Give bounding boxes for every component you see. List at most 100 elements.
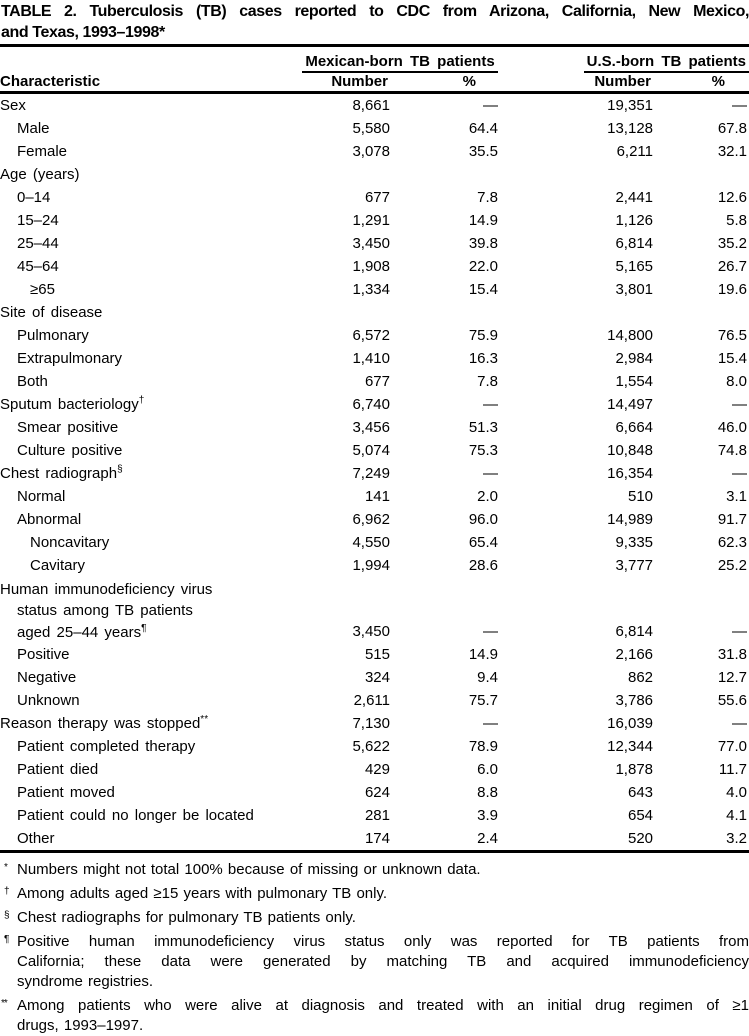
footnote-line: Positive human immunodeficiency virus st… xyxy=(17,933,749,950)
table-row: Both 677 7.8 1,554 8.0 xyxy=(0,370,749,393)
mexican-percent-cell: — xyxy=(483,623,499,640)
mexican-percent-cell: 14.9 xyxy=(468,211,499,229)
mexican-number-cell: 1,410 xyxy=(352,349,390,367)
us-number-cell: 1,878 xyxy=(615,761,654,778)
row-label: Age (years) xyxy=(0,165,80,183)
mexican-number-cell: 6,572 xyxy=(352,326,390,344)
mexican-number-cell: 141 xyxy=(364,487,390,505)
footnote: † Among adults aged ≥15 years with pulmo… xyxy=(1,884,749,904)
table-row: Male 5,580 64.4 13,128 67.8 xyxy=(0,117,749,140)
row-label: Chest radiograph§ xyxy=(0,463,123,482)
us-number-cell: 643 xyxy=(627,784,654,801)
mexican-percent-cell: 75.7 xyxy=(468,692,499,709)
row-label: Patient completed therapy xyxy=(17,738,196,755)
table-row: Smear positive 3,456 51.3 6,664 46.0 xyxy=(0,416,749,439)
mexican-number-cell xyxy=(300,301,390,324)
mexican-number-cell: 677 xyxy=(364,188,390,206)
mexican-number-cell: 2,611 xyxy=(353,692,390,709)
mexican-percent-cell: 6.0 xyxy=(477,761,499,778)
us-number-cell: 9,335 xyxy=(615,533,654,551)
us-percent-cell: 67.8 xyxy=(717,119,748,137)
mexican-number-cell: 4,550 xyxy=(352,533,390,551)
mexican-percent-cell xyxy=(390,163,500,186)
us-number-cell: 16,354 xyxy=(607,464,654,482)
mexican-number-cell: 324 xyxy=(364,669,390,686)
mexican-number-cell: 7,249 xyxy=(352,464,390,482)
footnote-text: Positive human immunodeficiency virus st… xyxy=(17,932,749,992)
row-label: 15–24 xyxy=(17,211,59,229)
us-number-cell: 3,801 xyxy=(615,280,654,298)
characteristic-column-header: Characteristic xyxy=(0,72,101,90)
row-label: ≥65 xyxy=(30,280,55,298)
mexican-percent-cell: 22.0 xyxy=(468,257,499,275)
footnote-text: Among patients who were alive at diagnos… xyxy=(17,996,749,1036)
us-born-group-header: U.S.-born TB patients xyxy=(500,46,749,73)
footnote-text: Among adults aged ≥15 years with pulmona… xyxy=(17,884,749,904)
us-number-cell: 14,989 xyxy=(607,510,654,528)
row-label: Patient moved xyxy=(17,784,115,801)
table-row: Human immunodeficiency virus status among… xyxy=(0,577,749,644)
table-row: Patient completed therapy 5,622 78.9 12,… xyxy=(0,735,749,758)
mexican-number-cell: 429 xyxy=(364,761,390,778)
us-number-cell: 6,664 xyxy=(615,418,654,436)
us-number-cell: 6,814 xyxy=(615,234,654,252)
footnote-text: Chest radiographs for pulmonary TB patie… xyxy=(17,908,749,928)
table-row: ≥65 1,334 15.4 3,801 19.6 xyxy=(0,278,749,301)
us-percent-cell: 62.3 xyxy=(717,533,748,551)
row-label: Cavitary xyxy=(30,556,86,574)
footnote-line: California; these data were generated by… xyxy=(17,953,749,970)
row-label: Abnormal xyxy=(17,510,82,528)
mexican-number-cell: 8,661 xyxy=(352,96,390,114)
us-percent-cell: 91.7 xyxy=(717,510,748,528)
mexican-percent-cell: 9.4 xyxy=(477,669,499,686)
row-label: Normal xyxy=(17,487,66,505)
mexican-percent-cell: 3.9 xyxy=(477,807,499,824)
row-label: Extrapulmonary xyxy=(17,349,123,367)
table-row: Positive 515 14.9 2,166 31.8 xyxy=(0,643,749,666)
mexican-percent-cell: 51.3 xyxy=(468,418,499,436)
mexican-percent-cell: 65.4 xyxy=(468,533,499,551)
footnote: § Chest radiographs for pulmonary TB pat… xyxy=(1,908,749,928)
mexican-percent-cell xyxy=(390,301,500,324)
empty-header-cell xyxy=(0,46,300,73)
row-label: 25–44 xyxy=(17,234,59,252)
footnote: ** Among patients who were alive at diag… xyxy=(1,996,749,1036)
mexican-percent-cell: — xyxy=(483,715,499,732)
us-number-cell: 2,166 xyxy=(615,646,654,663)
table-row: Sex 8,661 — 19,351 — xyxy=(0,92,749,117)
table-row: Patient died 429 6.0 1,878 11.7 xyxy=(0,758,749,781)
us-percent-cell: 4.1 xyxy=(726,807,748,824)
row-label: Pulmonary xyxy=(17,326,89,344)
row-label: 45–64 xyxy=(17,257,59,275)
table-row: Abnormal 6,962 96.0 14,989 91.7 xyxy=(0,508,749,531)
us-born-group-label: U.S.-born TB patients xyxy=(583,53,749,73)
table-title: TABLE 2. Tuberculosis (TB) cases reporte… xyxy=(0,0,749,43)
mexican-percent-cell: 39.8 xyxy=(468,234,499,252)
us-percent-cell: — xyxy=(732,623,748,640)
mexican-born-group-label: Mexican-born TB patients xyxy=(302,53,498,73)
mexican-percent-cell: 8.8 xyxy=(477,784,499,801)
mexican-number-cell: 6,740 xyxy=(352,395,390,413)
us-number-cell: 13,128 xyxy=(607,119,654,137)
title-line: TABLE 2. Tuberculosis (TB) cases reporte… xyxy=(1,3,749,20)
us-percent-cell: — xyxy=(732,395,748,413)
table-body: Sex 8,661 — 19,351 — Male 5,580 64.4 13,… xyxy=(0,92,749,852)
us-percent-cell: 35.2 xyxy=(717,234,748,252)
us-number-cell: 654 xyxy=(627,807,654,824)
footnote-line: drugs, 1993–1997. xyxy=(17,1017,144,1034)
table-row: Patient moved 624 8.8 643 4.0 xyxy=(0,781,749,804)
us-percent-cell: 26.7 xyxy=(717,257,748,275)
mexican-percent-cell: 16.3 xyxy=(468,349,499,367)
mexican-percent-cell: 28.6 xyxy=(468,556,499,574)
mexican-born-group-header: Mexican-born TB patients xyxy=(300,46,500,73)
row-label: Other xyxy=(17,830,55,847)
us-percent-cell: 15.4 xyxy=(717,349,748,367)
row-label: Sputum bacteriology† xyxy=(0,394,145,413)
us-percent-cell: 25.2 xyxy=(717,556,748,574)
us-number-cell: 862 xyxy=(627,669,654,686)
row-label: Negative xyxy=(17,669,77,686)
mexican-percent-cell: 64.4 xyxy=(468,119,499,137)
us-number-cell: 5,165 xyxy=(615,257,654,275)
table-row: Pulmonary 6,572 75.9 14,800 76.5 xyxy=(0,324,749,347)
mexican-percent-cell: 75.3 xyxy=(468,441,499,459)
